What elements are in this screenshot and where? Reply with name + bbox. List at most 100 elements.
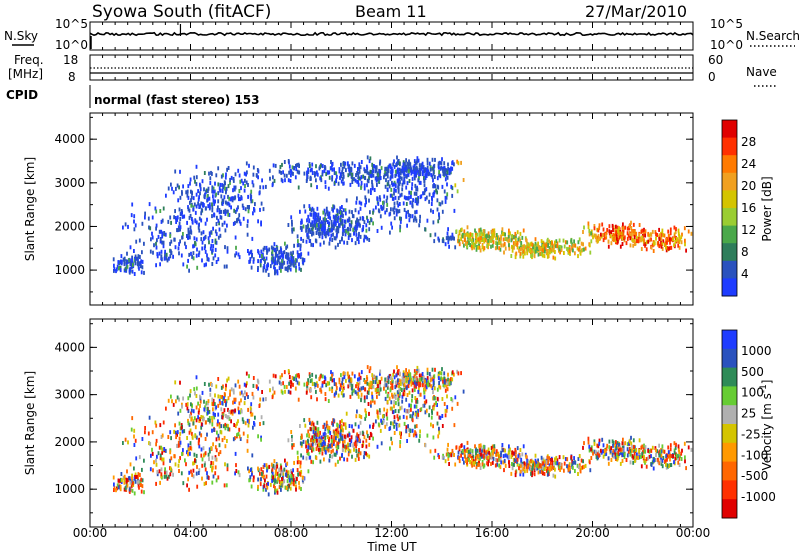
power-cell — [471, 241, 474, 245]
velocity-cell — [316, 432, 319, 437]
velocity-cell — [380, 376, 383, 381]
power-cell — [234, 235, 237, 240]
power-cell — [451, 193, 454, 198]
velocity-cell — [500, 450, 502, 455]
velocity-cell — [524, 469, 526, 474]
power-cell — [669, 240, 671, 245]
power-cell — [592, 235, 594, 240]
velocity-cell — [546, 472, 549, 477]
velocity-cell — [113, 486, 116, 491]
power-cell — [185, 245, 187, 250]
power-cell — [300, 252, 303, 257]
velocity-cell — [546, 455, 549, 460]
power-cell — [372, 169, 375, 174]
velocity-cell — [648, 454, 651, 459]
velocity-cell — [364, 408, 367, 413]
velocity-cell — [604, 449, 607, 454]
velocity-cell — [360, 415, 363, 420]
power-cell — [619, 231, 622, 236]
power-cell — [223, 209, 225, 214]
power-cell — [375, 205, 377, 210]
power-cell — [502, 237, 505, 242]
velocity-cell — [442, 379, 444, 384]
power-cell — [164, 249, 166, 254]
power-cell — [272, 175, 274, 180]
power-cell — [319, 216, 321, 221]
velocity-cell — [351, 454, 353, 459]
power-cell — [356, 196, 358, 201]
velocity-cell — [339, 387, 341, 392]
power-cell — [292, 256, 295, 261]
velocity-cell — [635, 448, 637, 452]
velocity-cell — [681, 448, 683, 453]
velocity-cell — [225, 399, 228, 404]
velocity-cell — [504, 453, 507, 458]
velocity-cell — [436, 411, 439, 416]
power-cell — [618, 227, 620, 232]
velocity-cell — [661, 444, 664, 449]
velocity-cell — [392, 410, 395, 415]
power-cell — [255, 173, 258, 178]
power-cell — [215, 260, 218, 264]
velocity-cell — [139, 480, 142, 485]
power-cell — [476, 244, 478, 249]
velocity-cell — [313, 425, 316, 430]
velocity-cell — [592, 451, 594, 456]
velocity-cell — [370, 433, 373, 438]
power-cell — [537, 252, 540, 257]
velocity-cell — [308, 372, 311, 377]
velocity-cell — [325, 420, 328, 425]
velocity-cell — [425, 381, 428, 386]
velocity-cell — [316, 430, 319, 435]
power-cell — [262, 207, 265, 212]
power-cell — [227, 184, 230, 189]
power-cell — [343, 219, 346, 224]
velocity-cell — [633, 455, 636, 460]
velocity-cell — [415, 433, 418, 438]
power-cell — [438, 238, 440, 243]
power-cell — [640, 247, 643, 251]
power-cell — [209, 233, 211, 238]
velocity-cell — [120, 472, 123, 476]
power-cell — [397, 180, 400, 185]
power-cell — [229, 180, 231, 185]
velocity-cell — [372, 379, 375, 384]
velocity-cell — [451, 406, 454, 411]
velocity-cell — [389, 446, 391, 451]
velocity-cell — [458, 456, 461, 460]
velocity-cell — [351, 371, 354, 376]
power-cell — [330, 166, 332, 171]
power-cell — [379, 172, 381, 177]
power-cell — [336, 230, 339, 235]
power-cell — [212, 244, 215, 249]
power-cell — [307, 251, 310, 256]
power-cell — [580, 241, 583, 246]
velocity-cell — [278, 467, 281, 472]
velocity-cell — [647, 448, 650, 453]
power-cell — [410, 190, 412, 195]
power-cell — [444, 169, 446, 174]
power-cell — [415, 209, 418, 214]
power-cell — [228, 196, 231, 201]
power-cell — [446, 175, 449, 180]
power-cell — [129, 262, 132, 267]
power-cell — [376, 229, 379, 233]
velocity-cell — [386, 416, 389, 421]
power-cell — [619, 234, 622, 239]
velocity-cell — [304, 423, 307, 428]
velocity-cell — [487, 455, 490, 460]
power-cell — [190, 251, 192, 256]
power-cell — [393, 201, 396, 206]
velocity-cell — [390, 381, 392, 385]
power-cell — [199, 187, 202, 192]
velocity-cell — [294, 479, 297, 484]
velocity-cell — [177, 411, 180, 416]
velocity-cell — [560, 462, 563, 467]
velocity-cell — [287, 369, 290, 373]
power-cell — [522, 254, 525, 259]
velocity-cell — [121, 478, 123, 483]
power-cell — [678, 245, 681, 250]
power-cell — [185, 190, 188, 195]
power-colorbar-swatch — [722, 208, 737, 227]
power-cell — [405, 214, 408, 219]
